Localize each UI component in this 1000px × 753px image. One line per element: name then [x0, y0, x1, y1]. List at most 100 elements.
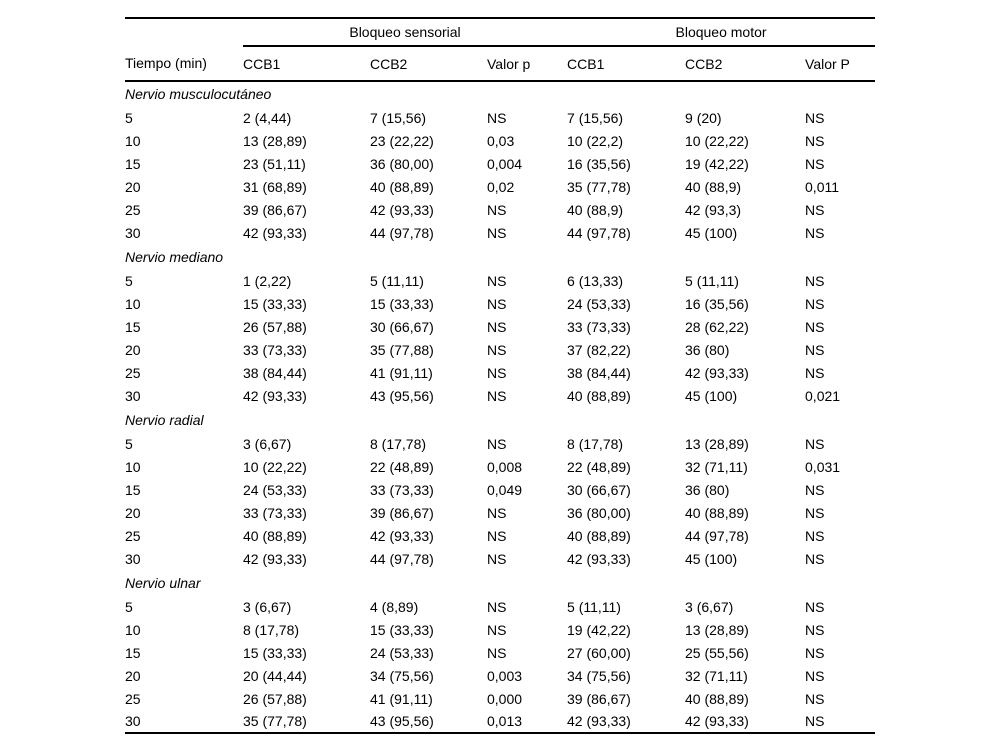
p-value-cell: 0,049	[487, 481, 523, 498]
p-value-cell: NS	[487, 644, 507, 661]
data-row: 10 13 (28,89) 23 (22,22) 0,03 10 (22,2) 10 (2…	[125, 129, 875, 152]
value-cell: 35 (77,78)	[243, 713, 307, 729]
value-cell: 19 (42,22)	[567, 621, 631, 638]
p-value-cell: NS	[805, 621, 825, 638]
value-cell: 34 (75,56)	[567, 667, 631, 684]
value-cell: 42 (93,33)	[567, 713, 631, 729]
data-row: 20 31 (68,89) 40 (88,89) 0,02 35 (77,78) 40 (…	[125, 175, 875, 198]
group-header-row: Bloqueo sensorial Bloqueo motor	[125, 18, 876, 47]
column-header-ccb2-sensorial: CCB2	[370, 46, 487, 82]
p-value-cell: 0,031	[805, 458, 841, 475]
data-row: 15 24 (53,33) 33 (73,33) 0,049 30 (66,67) 36 …	[125, 478, 875, 501]
time-cell: 5	[125, 435, 133, 452]
p-value-cell: NS	[805, 644, 825, 661]
value-cell: 22 (48,89)	[567, 458, 631, 475]
time-cell: 15	[125, 481, 141, 498]
data-row: 5 2 (4,44) 7 (15,56) NS 7 (15,56) 9 (20) NS	[125, 106, 875, 129]
value-cell: 2 (4,44)	[243, 109, 292, 126]
value-cell: 44 (97,78)	[370, 224, 434, 241]
table-body: Nervio musculocutáneo 5 2 (4,44) 7 (15,56) N…	[125, 81, 875, 733]
column-header-valor-p-motor: Valor P	[805, 46, 876, 82]
value-cell: 44 (97,78)	[567, 224, 631, 241]
p-value-cell: NS	[487, 224, 507, 241]
value-cell: 41 (91,11)	[370, 364, 433, 381]
value-cell: 42 (93,33)	[243, 224, 307, 241]
data-row: 5 1 (2,22) 5 (11,11) NS 6 (13,33) 5 (11,11) NS	[125, 269, 875, 292]
value-cell: 30 (66,67)	[370, 318, 434, 335]
time-cell: 10	[125, 295, 141, 312]
value-cell: 8 (17,78)	[370, 435, 427, 452]
value-cell: 22 (48,89)	[370, 458, 434, 475]
p-value-cell: 0,011	[805, 178, 840, 195]
data-row: 20 33 (73,33) 39 (86,67) NS 36 (80,00) 40 (88…	[125, 501, 875, 524]
section-label-row: Nervio ulnar	[125, 570, 875, 595]
value-cell: 27 (60,00)	[567, 644, 631, 661]
value-cell: 8 (17,78)	[243, 621, 300, 638]
time-cell: 20	[125, 667, 141, 684]
value-cell: 44 (97,78)	[370, 550, 434, 567]
time-cell: 20	[125, 341, 141, 358]
value-cell: 16 (35,56)	[567, 155, 631, 172]
column-header-ccb2-motor: CCB2	[685, 46, 806, 82]
value-cell: 15 (33,33)	[370, 295, 434, 312]
value-cell: 36 (80,00)	[370, 155, 434, 172]
data-row: 15 26 (57,88) 30 (66,67) NS 33 (73,33) 28 (62…	[125, 315, 875, 338]
p-value-cell: NS	[487, 435, 507, 452]
value-cell: 7 (15,56)	[370, 109, 427, 126]
time-cell: 25	[125, 690, 141, 707]
value-cell: 42 (93,33)	[370, 201, 434, 218]
value-cell: 40 (88,89)	[685, 504, 749, 521]
value-cell: 23 (22,22)	[370, 132, 434, 149]
time-cell: 20	[125, 504, 141, 521]
data-row: 5 3 (6,67) 4 (8,89) NS 5 (11,11) 3 (6,67) NS	[125, 595, 875, 618]
p-value-cell: NS	[805, 481, 825, 498]
value-cell: 32 (71,11)	[685, 458, 748, 475]
p-value-cell: NS	[487, 504, 507, 521]
value-cell: 40 (88,89)	[567, 527, 631, 544]
p-value-cell: NS	[805, 272, 825, 289]
value-cell: 26 (57,88)	[243, 690, 307, 707]
time-cell: 15	[125, 155, 141, 172]
p-value-cell: NS	[805, 341, 825, 358]
data-row: 25 39 (86,67) 42 (93,33) NS 40 (88,9) 42 (93,…	[125, 198, 875, 221]
p-value-cell: NS	[487, 387, 507, 404]
value-cell: 16 (35,56)	[685, 295, 749, 312]
column-header-ccb1-motor: CCB1	[567, 46, 686, 82]
value-cell: 26 (57,88)	[243, 318, 307, 335]
value-cell: 5 (11,11)	[685, 272, 739, 289]
p-value-cell: NS	[487, 598, 507, 615]
value-cell: 33 (73,33)	[243, 341, 307, 358]
data-row: 20 33 (73,33) 35 (77,88) NS 37 (82,22) 36 (80…	[125, 338, 875, 361]
value-cell: 33 (73,33)	[567, 318, 631, 335]
time-cell: 25	[125, 527, 141, 544]
data-row: 10 10 (22,22) 22 (48,89) 0,008 22 (48,89) 32 …	[125, 455, 875, 478]
p-value-cell: 0,02	[487, 178, 515, 195]
time-cell: 30	[125, 550, 141, 567]
p-value-cell: NS	[805, 713, 825, 729]
section-label-row: Nervio radial	[125, 407, 875, 432]
p-value-cell: NS	[805, 504, 825, 521]
p-value-cell: NS	[805, 690, 825, 707]
time-cell: 25	[125, 201, 141, 218]
value-cell: 7 (15,56)	[567, 109, 624, 126]
value-cell: 3 (6,67)	[243, 435, 292, 452]
p-value-cell: 0,021	[805, 387, 841, 404]
value-cell: 19 (42,22)	[685, 155, 749, 172]
p-value-cell: 0,03	[487, 132, 515, 149]
value-cell: 5 (11,11)	[370, 272, 424, 289]
data-row: 20 20 (44,44) 34 (75,56) 0,003 34 (75,56) 32 …	[125, 664, 875, 687]
value-cell: 35 (77,88)	[370, 341, 434, 358]
data-row: 30 42 (93,33) 44 (97,78) NS 42 (93,33) 45 (10…	[125, 547, 875, 570]
value-cell: 36 (80)	[685, 481, 730, 498]
time-cell: 10	[125, 458, 141, 475]
value-cell: 43 (95,56)	[370, 713, 434, 729]
value-cell: 31 (68,89)	[243, 178, 307, 195]
p-value-cell: NS	[805, 550, 825, 567]
value-cell: 1 (2,22)	[243, 272, 292, 289]
data-row: 5 3 (6,67) 8 (17,78) NS 8 (17,78) 13 (28,89) N…	[125, 432, 875, 455]
p-value-cell: NS	[805, 667, 825, 684]
value-cell: 36 (80,00)	[567, 504, 631, 521]
column-header-row: Tiempo (min) CCB1 CCB2 Valor p CCB1 CCB2…	[125, 46, 876, 82]
time-cell: 10	[125, 132, 141, 149]
